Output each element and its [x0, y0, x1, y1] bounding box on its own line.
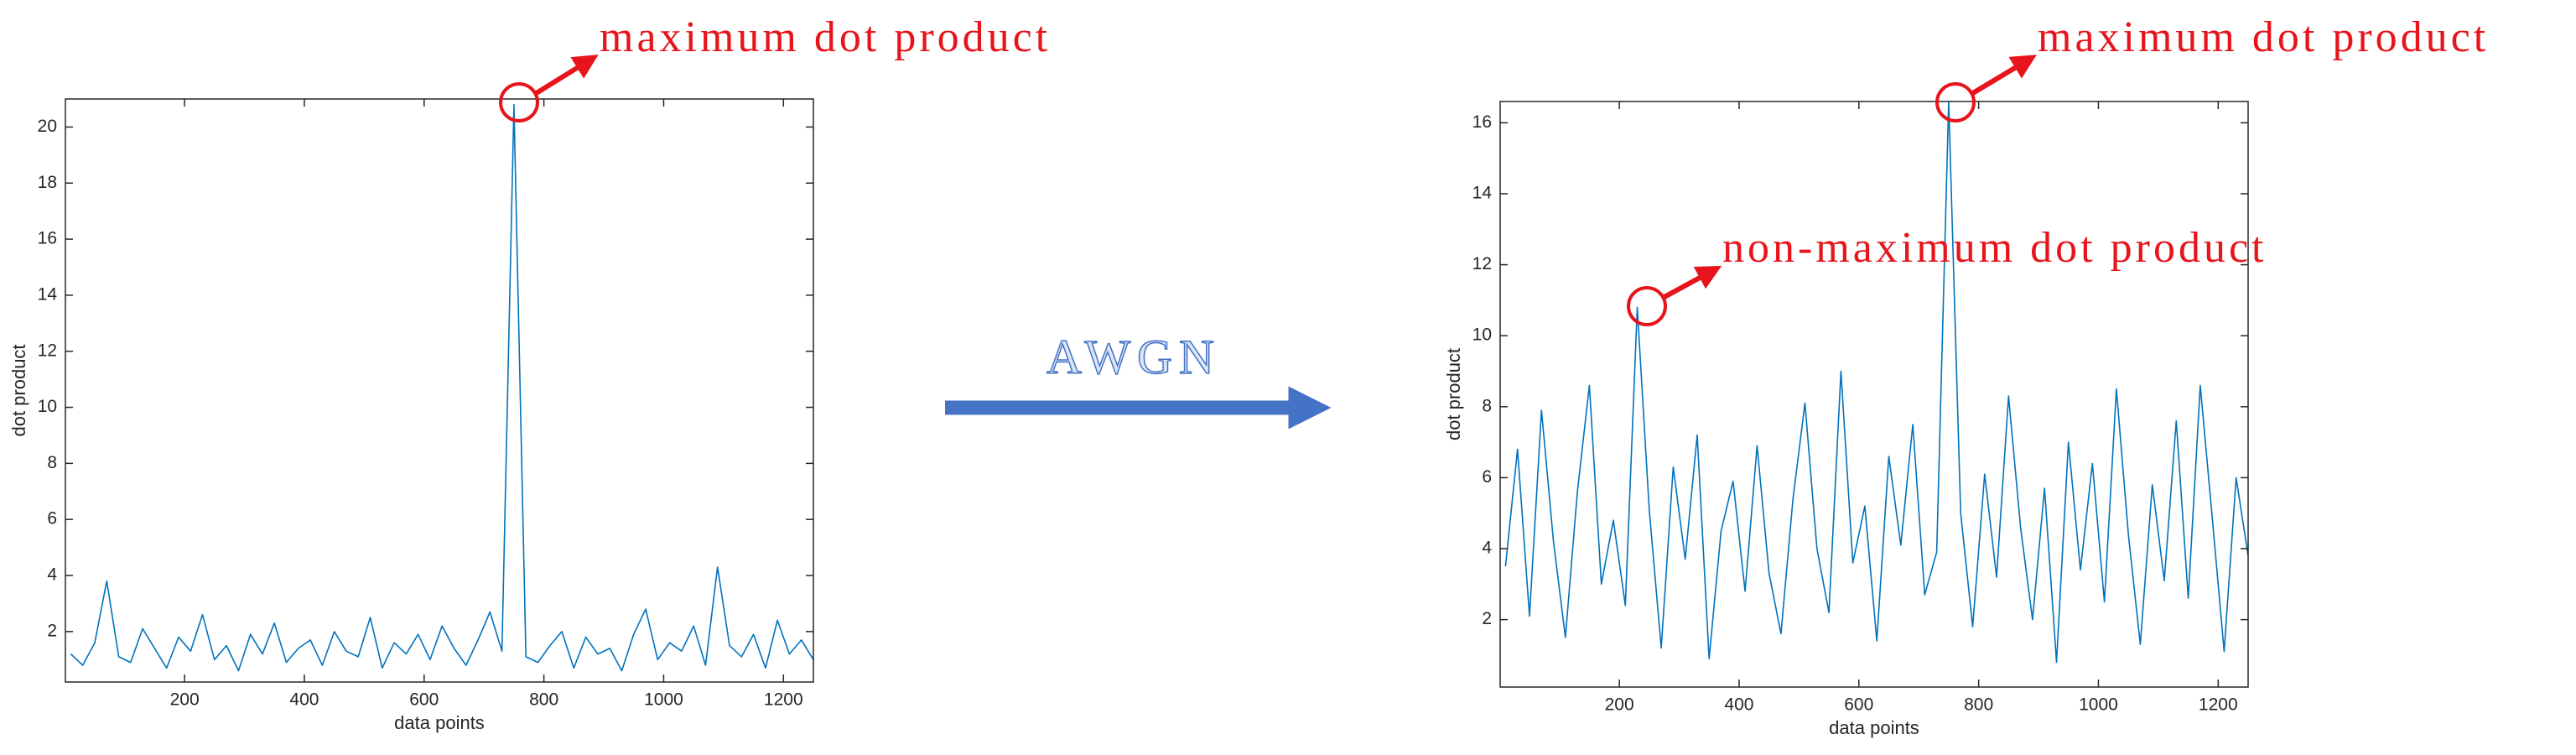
y-tick-label: 2 [1482, 609, 1492, 628]
y-axis-label: dot product [1443, 348, 1464, 440]
annotation: maximum dot product [600, 13, 1051, 61]
y-tick-label: 2 [47, 621, 57, 640]
plot-area [1500, 102, 2248, 687]
y-tick-label: 16 [1472, 112, 1492, 132]
y-tick-label: 8 [47, 453, 57, 472]
y-tick-label: 18 [38, 173, 57, 192]
annotation: non-maximum dot product [1722, 224, 2267, 272]
y-axis-label: dot product [8, 344, 29, 436]
annotation-circle [1935, 82, 1976, 122]
data-line [70, 103, 814, 672]
annotation-arrow [1970, 55, 2037, 96]
x-tick-label: 200 [170, 690, 200, 710]
x-tick-label: 600 [409, 690, 439, 710]
y-tick-label: 4 [1482, 539, 1492, 558]
y-tick-label: 6 [1482, 467, 1492, 487]
y-tick-label: 4 [47, 565, 57, 585]
y-tick-label: 20 [38, 117, 57, 136]
transition-label: AWGN [1046, 330, 1221, 384]
x-tick-label: 200 [1605, 695, 1634, 715]
x-tick-label: 600 [1844, 695, 1873, 715]
x-tick-label: 800 [1964, 695, 1993, 715]
x-tick-label: 800 [529, 690, 558, 710]
plot-area [65, 99, 813, 682]
annotation: maximum dot product [2038, 13, 2489, 61]
x-axis-label: data points [394, 712, 485, 733]
annotation-circle [499, 82, 539, 122]
y-tick-label: 10 [38, 397, 57, 416]
x-axis-label: data points [1829, 717, 1919, 738]
annotation-arrow [1661, 265, 1722, 300]
annotation-arrow [533, 55, 599, 96]
y-tick-label: 16 [38, 229, 57, 248]
y-tick-label: 8 [1482, 396, 1492, 415]
y-tick-label: 6 [47, 509, 57, 528]
x-tick-label: 1200 [2199, 695, 2238, 715]
axes-box [65, 98, 814, 683]
y-tick-label: 14 [38, 284, 58, 304]
axes-box [1499, 101, 2249, 688]
x-tick-label: 1000 [2079, 695, 2118, 715]
data-line [1504, 101, 2249, 664]
x-tick-label: 400 [289, 690, 319, 710]
y-tick-label: 12 [38, 341, 57, 360]
x-tick-label: 400 [1724, 695, 1753, 715]
x-tick-label: 1000 [644, 690, 683, 710]
x-tick-label: 1200 [764, 690, 803, 710]
y-tick-label: 14 [1472, 184, 1493, 203]
annotation-circle [1627, 286, 1667, 326]
y-tick-label: 10 [1472, 325, 1492, 345]
y-tick-label: 12 [1472, 254, 1492, 273]
